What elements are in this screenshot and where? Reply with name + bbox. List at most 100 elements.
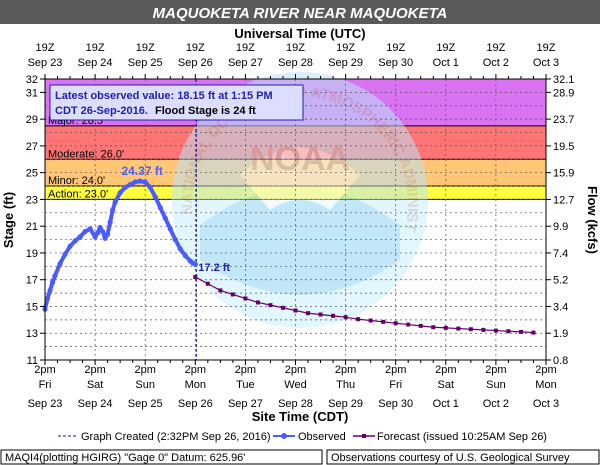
- utc-tick-date: Sep 23: [28, 57, 63, 69]
- forecast-point: [406, 322, 411, 327]
- local-tick-time: 2pm: [134, 364, 155, 376]
- observed-point: [52, 273, 58, 279]
- forecast-point: [230, 292, 235, 297]
- legend-forecast-marker: [362, 434, 366, 438]
- observed-point: [147, 184, 153, 190]
- local-tick-time: 2pm: [485, 364, 506, 376]
- flow-tick-label: 15.9: [553, 168, 574, 180]
- flow-tick-label: 5.2: [553, 275, 568, 287]
- forecast-point: [356, 317, 361, 322]
- local-tick-day: Sat: [87, 379, 104, 391]
- local-tick-time: 2pm: [385, 364, 406, 376]
- local-tick-date: Sep 29: [328, 398, 363, 410]
- stage-tick-label: 25: [26, 168, 38, 180]
- local-tick-time: 2pm: [34, 364, 55, 376]
- local-tick-day: Sun: [135, 379, 155, 391]
- observed-point: [82, 228, 88, 235]
- local-tick-date: Oct 2: [483, 398, 509, 410]
- utc-tick-time: 19Z: [436, 42, 455, 54]
- observed-point: [177, 246, 183, 252]
- forecast-point: [381, 319, 386, 324]
- stage-tick-label: 13: [26, 328, 38, 340]
- obs-line-1: Latest observed value: 18.15 ft at 1:15 …: [55, 90, 273, 102]
- local-tick-date: Sep 28: [278, 398, 313, 410]
- local-tick-day: Mon: [535, 379, 556, 391]
- flow-tick-label: 28.9: [553, 87, 574, 99]
- forecast-point: [443, 325, 448, 330]
- utc-tick-date: Oct 1: [433, 57, 459, 69]
- utc-tick-date: Sep 29: [328, 57, 363, 69]
- right-axis-title: Flow (kcfs): [585, 186, 600, 254]
- forecast-point: [306, 311, 311, 316]
- observed-point: [132, 179, 138, 185]
- stage-tick-label: 11: [27, 355, 38, 367]
- plot-border: [44, 78, 547, 361]
- observed-point: [137, 178, 143, 184]
- stage-tick-label: 15: [26, 301, 38, 313]
- flow-tick-label: 1.9: [553, 328, 568, 340]
- observed-point: [62, 251, 68, 257]
- utc-tick-date: Sep 28: [278, 57, 313, 69]
- local-tick-time: 2pm: [285, 364, 306, 376]
- title-bar: [0, 0, 600, 24]
- footer-left-box: [0, 449, 323, 465]
- local-tick-day: Fri: [39, 379, 52, 391]
- data-series: 24.37 ft 17.2 ft: [42, 79, 536, 360]
- forecast-point: [506, 329, 511, 334]
- forecast-point: [318, 312, 323, 317]
- flow-tick-label: 9.9: [553, 221, 568, 233]
- forecast-point: [343, 315, 348, 320]
- utc-tick-time: 19Z: [486, 42, 505, 54]
- latest-observation-box: Latest observed value: 18.15 ft at 1:15 …: [49, 84, 304, 121]
- observed-point: [72, 238, 78, 244]
- band-label-minor: Minor: 24.0': [48, 175, 105, 187]
- utc-tick-time: 19Z: [36, 42, 55, 54]
- utc-tick-time: 19Z: [186, 42, 205, 54]
- flood-stage-labels: Action: 23.0'Minor: 24.0' Moderate: 26.0'…: [48, 115, 124, 201]
- forecast-point: [368, 318, 373, 323]
- local-tick-time: 2pm: [335, 364, 356, 376]
- observed-point: [77, 234, 83, 240]
- forecast-point: [193, 275, 198, 280]
- forecast-point: [456, 326, 461, 331]
- obs-line-2-flood-stage: Flood Stage is 24 ft: [155, 105, 256, 117]
- observed-point: [172, 236, 178, 243]
- utc-tick-time: 19Z: [336, 42, 355, 54]
- utc-tick-time: 19Z: [537, 42, 556, 54]
- forecast-point: [218, 288, 223, 293]
- utc-tick-date: Oct 2: [483, 57, 509, 69]
- forecast-start-label: 17.2 ft: [198, 262, 230, 274]
- observed-point: [107, 219, 113, 225]
- footer-courtesy-text: Observations courtesy of U.S. Geological…: [331, 452, 570, 464]
- flow-tick-label: 23.7: [553, 114, 574, 126]
- stage-tick-label: 27: [26, 141, 38, 153]
- observed-point: [152, 194, 158, 200]
- forecast-point: [481, 327, 486, 332]
- forecast-point: [293, 308, 298, 313]
- observed-point: [44, 295, 51, 302]
- local-tick-day: Tue: [236, 379, 255, 391]
- legend-observed-label: Observed: [298, 431, 346, 443]
- local-tick-date: Sep 23: [28, 398, 63, 410]
- observed-point: [102, 235, 108, 241]
- band-label-action: Action: 23.0': [48, 188, 108, 200]
- forecast-point: [280, 305, 285, 310]
- stage-tick-label: 32: [26, 74, 38, 86]
- observed-point: [157, 204, 163, 211]
- legend-observed-marker: [281, 433, 287, 439]
- observed-point: [192, 261, 198, 267]
- stage-tick-label: 19: [26, 248, 38, 260]
- local-tick-time: 2pm: [235, 364, 256, 376]
- stage-tick-label: 21: [26, 221, 38, 233]
- local-tick-time: 2pm: [535, 364, 556, 376]
- flow-tick-label: 3.4: [553, 301, 568, 313]
- obs-line-2-date: CDT 26-Sep-2016.: [55, 105, 148, 117]
- local-tick-date: Sep 27: [228, 398, 263, 410]
- forecast-point: [493, 328, 498, 333]
- flow-tick-label: 12.7: [553, 194, 574, 206]
- forecast-point: [531, 330, 536, 335]
- local-tick-day: Fri: [389, 379, 402, 391]
- observed-point: [117, 190, 123, 196]
